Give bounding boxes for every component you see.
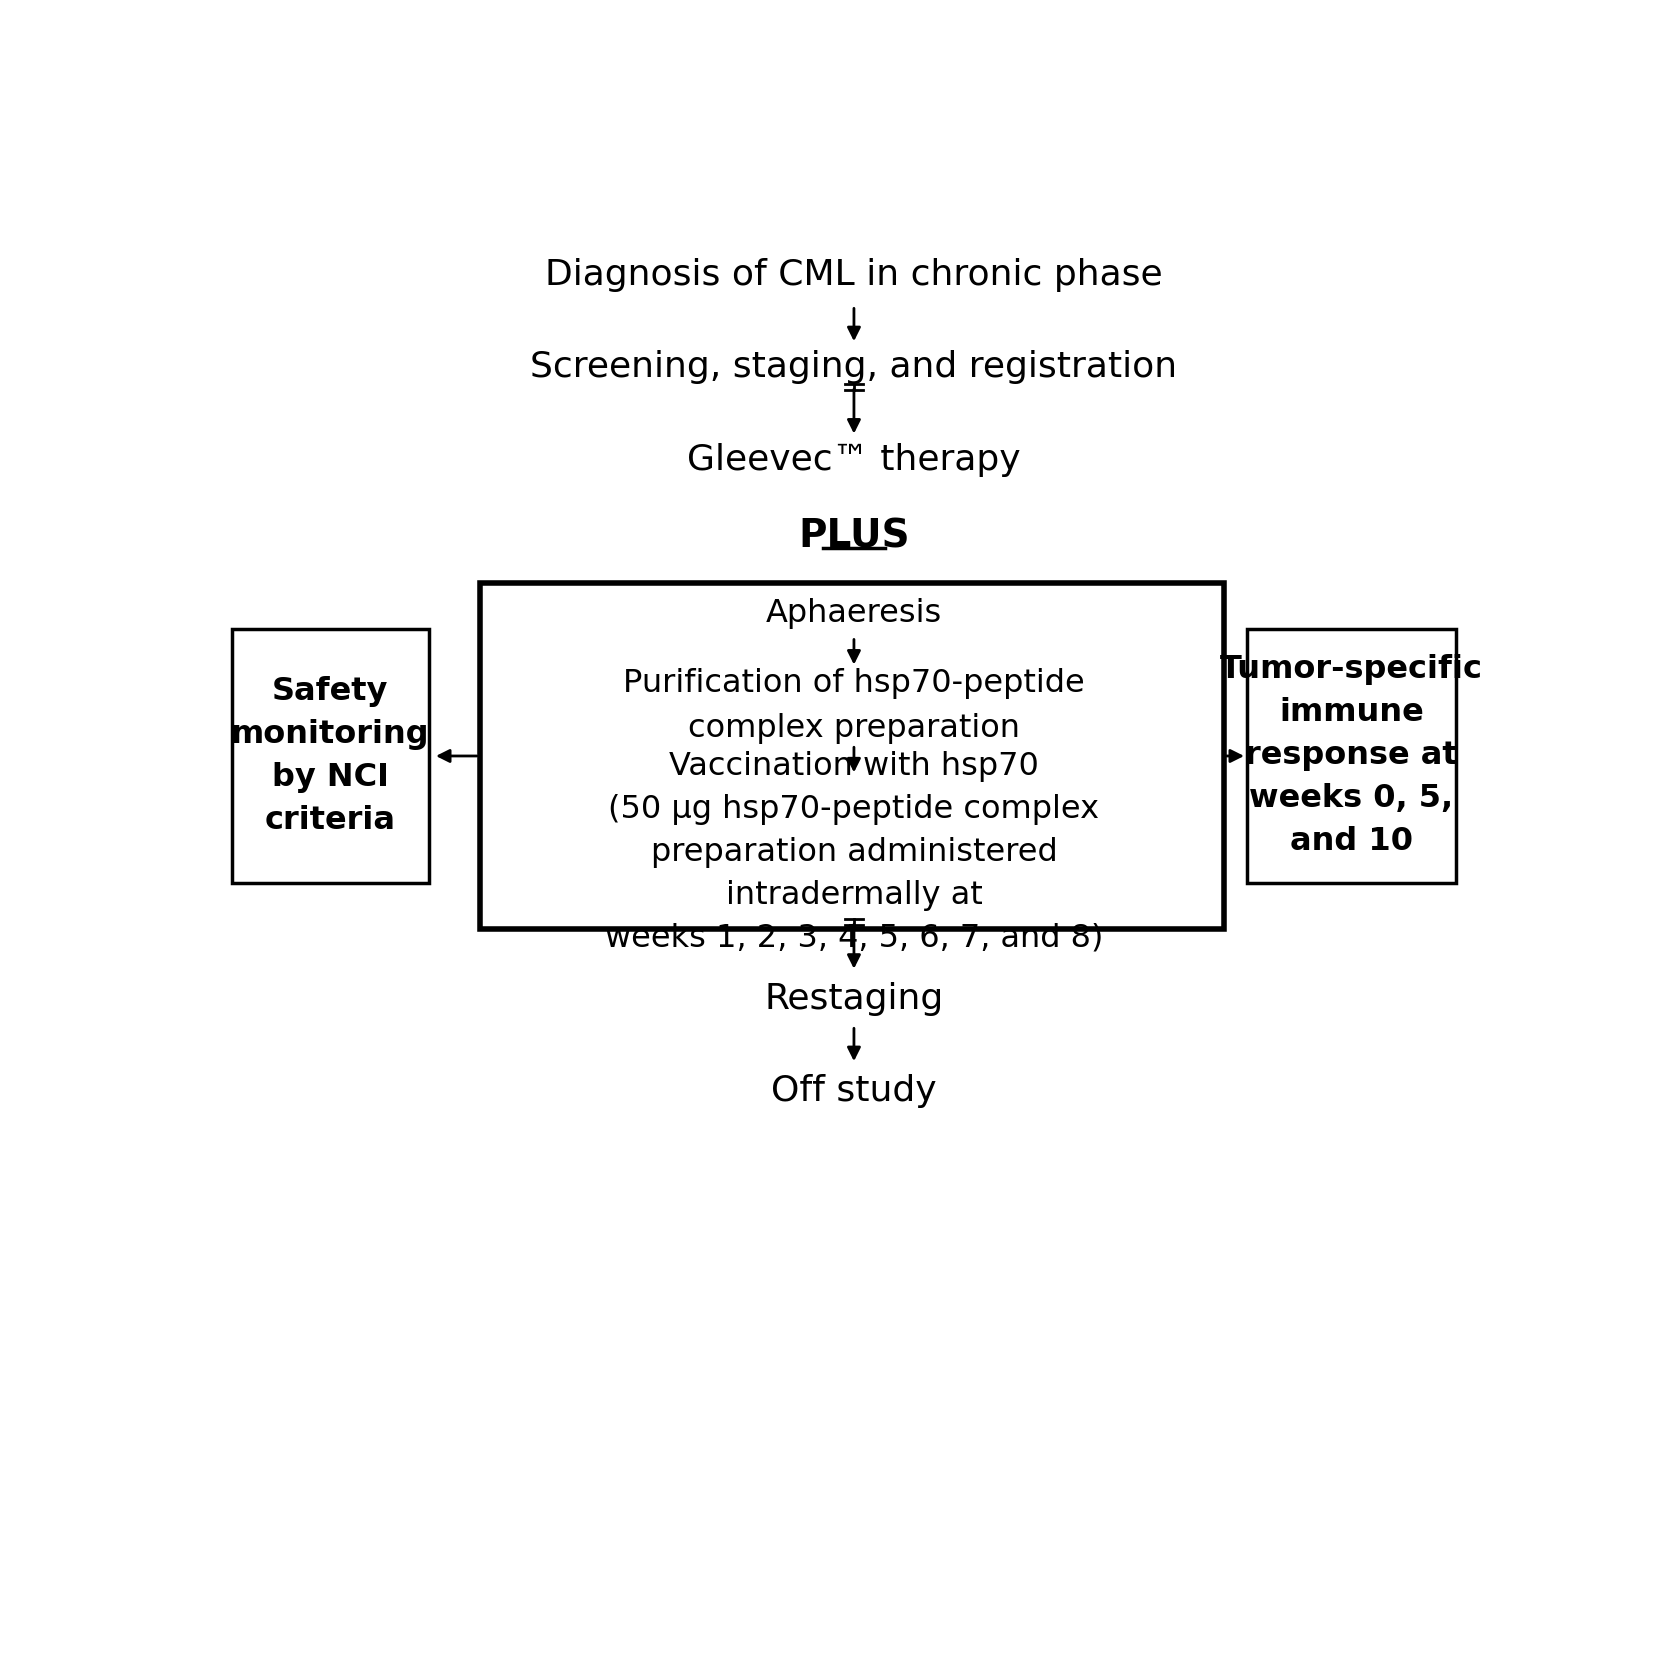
- Text: Safety
monitoring
by NCI
criteria: Safety monitoring by NCI criteria: [230, 677, 430, 835]
- Text: Off study: Off study: [772, 1074, 937, 1109]
- Text: Vaccination with hsp70
(50 μg hsp70-peptide complex
preparation administered
int: Vaccination with hsp70 (50 μg hsp70-pept…: [605, 750, 1104, 954]
- Bar: [232, 628, 428, 884]
- Text: Screening, staging, and registration: Screening, staging, and registration: [530, 350, 1177, 383]
- Bar: [480, 583, 1224, 929]
- Text: Purification of hsp70-peptide
complex preparation: Purification of hsp70-peptide complex pr…: [623, 668, 1085, 743]
- Text: Tumor-specific
immune
response at
weeks 0, 5,
and 10: Tumor-specific immune response at weeks …: [1220, 655, 1484, 857]
- Text: Restaging: Restaging: [765, 982, 944, 1015]
- Text: Aphaeresis: Aphaeresis: [765, 598, 942, 628]
- Text: PLUS: PLUS: [798, 517, 910, 555]
- Bar: [1247, 628, 1457, 884]
- Text: Diagnosis of CML in chronic phase: Diagnosis of CML in chronic phase: [545, 258, 1164, 292]
- Text: Gleevec™ therapy: Gleevec™ therapy: [687, 442, 1020, 477]
